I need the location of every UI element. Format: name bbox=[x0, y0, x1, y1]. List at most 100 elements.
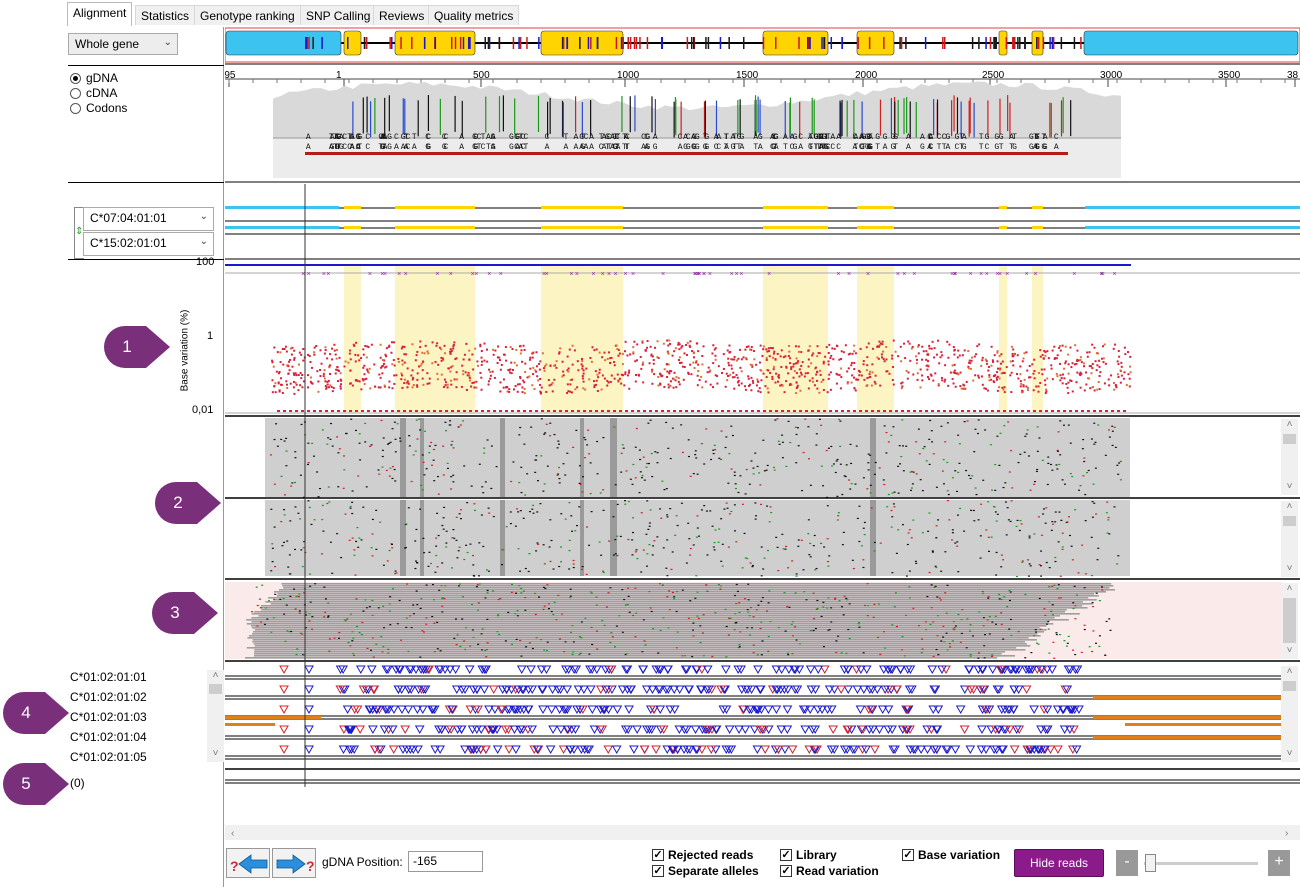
variation-point bbox=[678, 361, 681, 364]
swap-icon[interactable]: ⇕ bbox=[75, 226, 84, 237]
view-gdna[interactable]: gDNA bbox=[70, 71, 118, 85]
exon-segment bbox=[395, 226, 475, 229]
radio-icon[interactable] bbox=[70, 72, 81, 84]
variation-point bbox=[620, 382, 623, 385]
next-variant-button[interactable]: ? bbox=[272, 848, 316, 878]
variation-point bbox=[468, 374, 471, 377]
variation-point bbox=[878, 340, 881, 343]
read-mismatch bbox=[665, 567, 668, 569]
chevron-down-icon[interactable]: ˅ bbox=[1286, 563, 1293, 574]
read-mismatch bbox=[329, 438, 332, 440]
scroll-thumb[interactable] bbox=[1283, 516, 1296, 526]
variation-point bbox=[492, 353, 495, 356]
variation-point bbox=[337, 410, 340, 412]
tab-reviews[interactable]: Reviews bbox=[373, 5, 431, 25]
read-mismatch bbox=[768, 521, 771, 523]
variation-point bbox=[388, 344, 391, 347]
chevron-up-icon[interactable]: ˄ bbox=[1286, 666, 1293, 677]
library-checkbox[interactable]: ✓ Library bbox=[780, 848, 837, 862]
scroll-thumb[interactable] bbox=[1283, 681, 1296, 691]
separate-alleles-checkbox[interactable]: ✓ Separate alleles bbox=[652, 864, 759, 878]
read-mismatch bbox=[353, 549, 356, 551]
view-codons[interactable]: Codons bbox=[70, 101, 127, 115]
variation-point bbox=[756, 380, 759, 383]
region-select[interactable]: Whole gene ⌄ bbox=[68, 33, 178, 55]
read-mismatch bbox=[444, 585, 447, 587]
chevron-up-icon[interactable]: ˄ bbox=[1286, 419, 1293, 430]
variant-tick bbox=[1013, 37, 1016, 49]
consensus-base: T bbox=[564, 133, 569, 142]
read-mismatch bbox=[331, 445, 334, 447]
position-input[interactable]: -165 bbox=[408, 851, 483, 872]
read-mismatch bbox=[643, 479, 646, 481]
zoom-slider-track[interactable] bbox=[1144, 862, 1258, 865]
hide-reads-button[interactable]: Hide reads bbox=[1014, 849, 1104, 877]
variant-triangle bbox=[706, 745, 717, 755]
tab-snp-calling[interactable]: SNP Calling bbox=[300, 5, 377, 25]
variation-point bbox=[681, 345, 684, 348]
variation-point bbox=[1126, 351, 1129, 354]
check-icon[interactable]: ✓ bbox=[780, 849, 792, 861]
allele-select-1[interactable]: C*07:04:01:01 ⌄ bbox=[83, 207, 214, 231]
zoom-slider-thumb[interactable] bbox=[1145, 854, 1156, 872]
allele-tracks-scrollbar[interactable]: ˄ ˅ bbox=[1281, 666, 1298, 762]
variation-point bbox=[548, 384, 551, 387]
coverage-line bbox=[352, 101, 354, 138]
tab-alignment[interactable]: Alignment bbox=[67, 2, 133, 26]
read-variation-checkbox[interactable]: ✓ Read variation bbox=[780, 864, 879, 878]
variant-x-marker: × bbox=[607, 271, 611, 278]
read-mismatch bbox=[399, 440, 402, 442]
variation-point bbox=[431, 341, 434, 344]
variation-point bbox=[499, 381, 502, 384]
tab-statistics[interactable]: Statistics bbox=[135, 5, 196, 25]
chevron-down-icon[interactable]: ˅ bbox=[212, 748, 219, 759]
check-icon[interactable]: ✓ bbox=[652, 849, 664, 861]
check-icon[interactable]: ✓ bbox=[780, 865, 792, 877]
callout-5: 5 bbox=[3, 763, 69, 805]
read-mismatch bbox=[869, 492, 872, 494]
read-mismatch bbox=[309, 601, 312, 603]
chevron-up-icon[interactable]: ˄ bbox=[212, 670, 219, 681]
variation-point bbox=[632, 346, 635, 349]
read-mismatch bbox=[394, 572, 397, 575]
variation-point bbox=[721, 410, 724, 412]
reads-scrollbar-3[interactable]: ˄ ˅ bbox=[1281, 583, 1298, 659]
chevron-up-icon[interactable]: ˄ bbox=[1286, 501, 1293, 512]
chevron-down-icon[interactable]: ˅ bbox=[1286, 645, 1293, 656]
consensus-base: C bbox=[473, 133, 478, 142]
view-cdna[interactable]: cDNA bbox=[70, 86, 117, 100]
zoom-out-button[interactable]: - bbox=[1116, 850, 1138, 876]
base-variation-checkbox[interactable]: ✓ Base variation bbox=[902, 848, 1001, 862]
check-icon[interactable]: ✓ bbox=[902, 849, 914, 861]
chevron-up-icon[interactable]: ˄ bbox=[1286, 583, 1293, 594]
allele-select-2[interactable]: C*15:02:01:01 ⌄ bbox=[83, 232, 214, 256]
check-icon[interactable]: ✓ bbox=[652, 865, 664, 877]
variation-point bbox=[992, 360, 995, 363]
radio-icon[interactable] bbox=[70, 102, 81, 114]
consensus-base: G bbox=[1043, 143, 1048, 152]
read-mismatch bbox=[991, 621, 994, 623]
allele-list-scrollbar[interactable]: ˄ ˅ bbox=[207, 670, 224, 762]
radio-icon[interactable] bbox=[70, 87, 81, 99]
read-mismatch bbox=[830, 621, 833, 623]
read-mismatch bbox=[590, 592, 593, 594]
chevron-down-icon[interactable]: ˅ bbox=[1286, 481, 1293, 492]
rejected-reads-checkbox[interactable]: ✓ Rejected reads bbox=[652, 848, 754, 862]
scroll-thumb[interactable] bbox=[1283, 598, 1296, 643]
prev-variant-button[interactable]: ? bbox=[226, 848, 270, 878]
chevron-down-icon[interactable]: ˅ bbox=[1286, 748, 1293, 759]
zoom-in-button[interactable]: + bbox=[1268, 850, 1290, 876]
reads-scrollbar-2[interactable]: ˄ ˅ bbox=[1281, 501, 1298, 577]
variation-point bbox=[774, 381, 777, 384]
read-mismatch bbox=[502, 549, 505, 551]
read-mismatch bbox=[1066, 521, 1069, 523]
variation-point bbox=[627, 371, 630, 374]
scroll-thumb[interactable] bbox=[1283, 434, 1296, 444]
reads-scrollbar-1[interactable]: ˄ ˅ bbox=[1281, 419, 1298, 495]
scroll-thumb[interactable] bbox=[209, 684, 222, 694]
tab-quality-metrics[interactable]: Quality metrics bbox=[428, 5, 520, 25]
consensus-base: T bbox=[822, 143, 827, 152]
tab-genotype-ranking[interactable]: Genotype ranking bbox=[194, 5, 301, 25]
read-mismatch bbox=[751, 564, 754, 567]
